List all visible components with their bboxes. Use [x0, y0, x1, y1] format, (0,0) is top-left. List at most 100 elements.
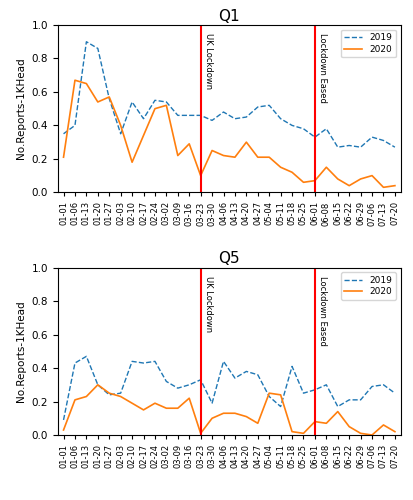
2019	[107, 392, 112, 398]
2019	[187, 382, 192, 388]
2019	[130, 99, 135, 105]
2020	[198, 172, 203, 178]
2019	[255, 372, 260, 378]
2019	[221, 109, 226, 115]
Y-axis label: No.Reports-1KHead: No.Reports-1KHead	[16, 58, 26, 160]
2020	[164, 102, 169, 108]
2020	[313, 418, 318, 424]
2020	[255, 154, 260, 160]
2019	[95, 46, 100, 52]
2019	[290, 364, 294, 370]
2019	[221, 358, 226, 364]
2020	[118, 394, 123, 400]
2020	[61, 154, 66, 160]
2019	[210, 118, 215, 124]
2020	[176, 152, 180, 158]
2019	[301, 126, 306, 132]
2020	[221, 152, 226, 158]
2019	[61, 131, 66, 137]
2020	[255, 420, 260, 426]
2019	[210, 400, 215, 406]
2020	[244, 414, 249, 420]
2020	[335, 176, 340, 182]
2019	[233, 375, 237, 381]
2020	[381, 422, 386, 428]
2019	[84, 38, 89, 44]
2020	[358, 176, 363, 182]
2019	[118, 131, 123, 137]
2020	[152, 400, 157, 406]
2019	[176, 112, 180, 118]
2019	[301, 390, 306, 396]
2020	[118, 122, 123, 128]
2019	[198, 112, 203, 118]
2020	[381, 184, 386, 190]
2019	[267, 102, 272, 108]
2019	[290, 122, 294, 128]
2020	[187, 141, 192, 147]
2019	[267, 394, 272, 400]
2020	[358, 430, 363, 436]
2019	[347, 142, 352, 148]
2019	[152, 98, 157, 103]
2019	[244, 368, 249, 374]
2019	[358, 144, 363, 150]
2020	[210, 416, 215, 422]
2020	[84, 80, 89, 86]
Text: Lockdown Eased: Lockdown Eased	[318, 34, 328, 103]
2019	[73, 360, 78, 366]
Line: 2020: 2020	[64, 80, 395, 188]
2019	[313, 387, 318, 393]
2020	[233, 410, 237, 416]
Legend: 2019, 2020: 2019, 2020	[341, 30, 396, 58]
2019	[244, 114, 249, 120]
2020	[107, 94, 112, 100]
2019	[370, 134, 375, 140]
Text: Lockdown Eased: Lockdown Eased	[318, 276, 328, 346]
2020	[335, 408, 340, 414]
2020	[278, 164, 283, 170]
2019	[141, 360, 146, 366]
2019	[164, 378, 169, 384]
2020	[370, 172, 375, 178]
2019	[370, 384, 375, 390]
2020	[370, 432, 375, 438]
2019	[141, 116, 146, 121]
2019	[324, 126, 329, 132]
2020	[95, 99, 100, 105]
2020	[324, 164, 329, 170]
2020	[233, 154, 237, 160]
2020	[130, 159, 135, 165]
2019	[278, 116, 283, 121]
2020	[324, 420, 329, 426]
2020	[392, 182, 397, 188]
Text: UK Lockdown: UK Lockdown	[204, 34, 213, 90]
2020	[278, 392, 283, 398]
2019	[130, 358, 135, 364]
2019	[358, 397, 363, 403]
2020	[301, 430, 306, 436]
2020	[347, 182, 352, 188]
2020	[244, 139, 249, 145]
2019	[164, 99, 169, 105]
2019	[335, 404, 340, 409]
2020	[152, 106, 157, 112]
2020	[84, 394, 89, 400]
2019	[73, 122, 78, 128]
2020	[130, 400, 135, 406]
2019	[118, 390, 123, 396]
2020	[290, 428, 294, 434]
2020	[392, 428, 397, 434]
2019	[233, 116, 237, 121]
2019	[61, 417, 66, 423]
2019	[176, 385, 180, 391]
2019	[152, 358, 157, 364]
Legend: 2019, 2020: 2019, 2020	[341, 272, 396, 300]
2020	[73, 77, 78, 83]
2020	[73, 397, 78, 403]
2020	[347, 424, 352, 430]
2019	[392, 390, 397, 396]
2020	[141, 407, 146, 413]
2019	[95, 382, 100, 388]
2020	[221, 410, 226, 416]
